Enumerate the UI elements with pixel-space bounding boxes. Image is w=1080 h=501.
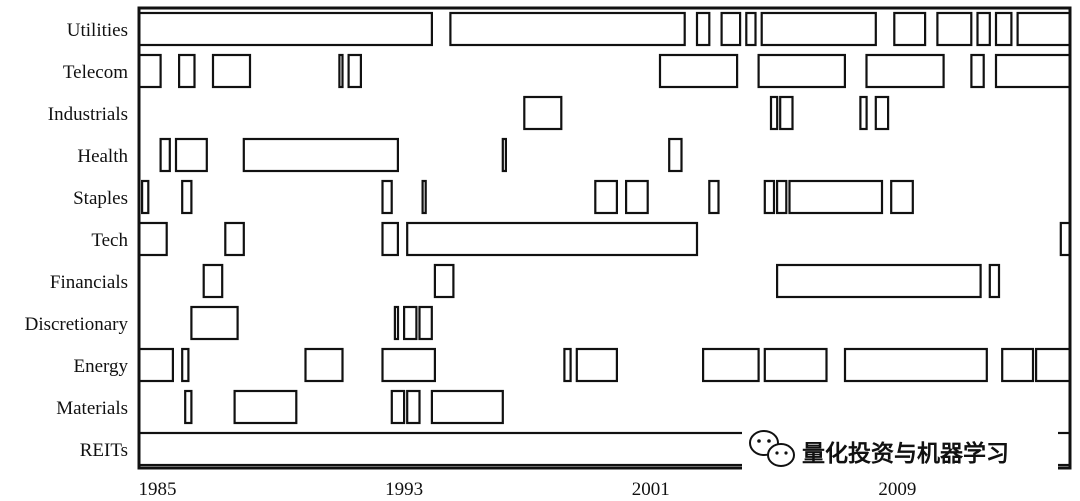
period-materials-2 xyxy=(390,389,406,425)
period-materials-0 xyxy=(184,389,193,425)
period-health-3 xyxy=(501,137,507,173)
period-staples-1 xyxy=(181,179,193,215)
period-staples-5 xyxy=(624,179,649,215)
period-telecom-3 xyxy=(338,53,344,89)
watermark: 量化投资与机器学习 xyxy=(742,428,1058,472)
sector-label-discretionary: Discretionary xyxy=(25,314,129,335)
x-tick-label-1993: 1993 xyxy=(385,479,423,500)
x-tick-label-2009: 2009 xyxy=(878,479,916,500)
period-energy-5 xyxy=(575,347,618,383)
period-materials-3 xyxy=(406,389,421,425)
period-industrials-0 xyxy=(523,95,563,131)
period-industrials-3 xyxy=(859,95,868,131)
period-telecom-4 xyxy=(347,53,363,89)
sector-label-telecom: Telecom xyxy=(63,62,128,83)
period-telecom-1 xyxy=(178,53,196,89)
period-utilities-3 xyxy=(720,11,742,47)
period-utilities-8 xyxy=(976,11,991,47)
period-staples-6 xyxy=(708,179,720,215)
period-telecom-0 xyxy=(137,53,162,89)
period-discretionary-1 xyxy=(393,305,400,341)
wechat-logo-icon xyxy=(749,430,795,467)
sector-label-staples: Staples xyxy=(73,188,128,209)
sector-label-industrials: Industrials xyxy=(48,104,128,125)
plot-frame xyxy=(137,6,1072,470)
period-utilities-6 xyxy=(893,11,927,47)
period-industrials-1 xyxy=(769,95,779,131)
x-tick-label-1985: 1985 xyxy=(139,479,177,500)
period-energy-8 xyxy=(843,347,988,383)
sector-label-energy: Energy xyxy=(73,356,128,377)
period-utilities-1 xyxy=(449,11,686,47)
period-staples-10 xyxy=(890,179,914,215)
sector-label-materials: Materials xyxy=(56,398,128,419)
period-telecom-8 xyxy=(970,53,985,89)
period-materials-1 xyxy=(233,389,298,425)
period-health-0 xyxy=(159,137,171,173)
period-tech-2 xyxy=(381,221,399,257)
period-industrials-4 xyxy=(874,95,890,131)
period-energy-1 xyxy=(181,347,190,383)
sector-label-tech: Tech xyxy=(91,230,128,251)
sector-label-utilities: Utilities xyxy=(67,20,128,41)
period-staples-7 xyxy=(763,179,776,215)
period-utilities-4 xyxy=(745,11,757,47)
period-discretionary-0 xyxy=(190,305,239,341)
period-staples-2 xyxy=(381,179,393,215)
period-staples-4 xyxy=(594,179,618,215)
period-financials-0 xyxy=(202,263,224,299)
period-utilities-9 xyxy=(994,11,1013,47)
period-energy-7 xyxy=(763,347,828,383)
period-tech-3 xyxy=(406,221,699,257)
period-staples-8 xyxy=(775,179,788,215)
period-tech-0 xyxy=(137,221,168,257)
holding-periods xyxy=(137,11,1072,467)
sector-label-reits: REITs xyxy=(80,440,128,461)
period-utilities-5 xyxy=(760,11,877,47)
period-health-1 xyxy=(174,137,208,173)
period-health-2 xyxy=(242,137,400,173)
period-utilities-0 xyxy=(137,11,433,47)
period-staples-9 xyxy=(788,179,884,215)
period-discretionary-3 xyxy=(418,305,433,341)
period-telecom-6 xyxy=(757,53,846,89)
period-telecom-7 xyxy=(865,53,945,89)
period-financials-2 xyxy=(775,263,982,299)
period-telecom-9 xyxy=(994,53,1072,89)
period-telecom-2 xyxy=(211,53,252,89)
period-telecom-5 xyxy=(658,53,739,89)
period-staples-3 xyxy=(421,179,427,215)
period-energy-6 xyxy=(701,347,760,383)
period-health-4 xyxy=(668,137,683,173)
period-utilities-7 xyxy=(936,11,973,47)
period-staples-0 xyxy=(141,179,150,215)
period-industrials-2 xyxy=(779,95,794,131)
period-financials-1 xyxy=(433,263,455,299)
period-energy-4 xyxy=(563,347,572,383)
period-energy-10 xyxy=(1034,347,1072,383)
period-energy-3 xyxy=(381,347,437,383)
period-financials-3 xyxy=(988,263,1001,299)
watermark-text: 量化投资与机器学习 xyxy=(802,440,1009,467)
period-tech-1 xyxy=(224,221,245,257)
period-materials-4 xyxy=(430,389,504,425)
period-utilities-2 xyxy=(695,11,711,47)
sector-label-health: Health xyxy=(77,146,128,167)
period-energy-2 xyxy=(304,347,344,383)
period-energy-9 xyxy=(1001,347,1035,383)
period-energy-0 xyxy=(137,347,175,383)
period-discretionary-2 xyxy=(403,305,418,341)
sector-label-financials: Financials xyxy=(50,272,128,293)
period-utilities-10 xyxy=(1016,11,1072,47)
x-tick-label-2001: 2001 xyxy=(632,479,670,500)
sector-labels: Utilities Telecom Industrials Health Staples… xyxy=(25,20,129,461)
x-axis-labels: 1985 1993 2001 2009 xyxy=(139,479,917,500)
